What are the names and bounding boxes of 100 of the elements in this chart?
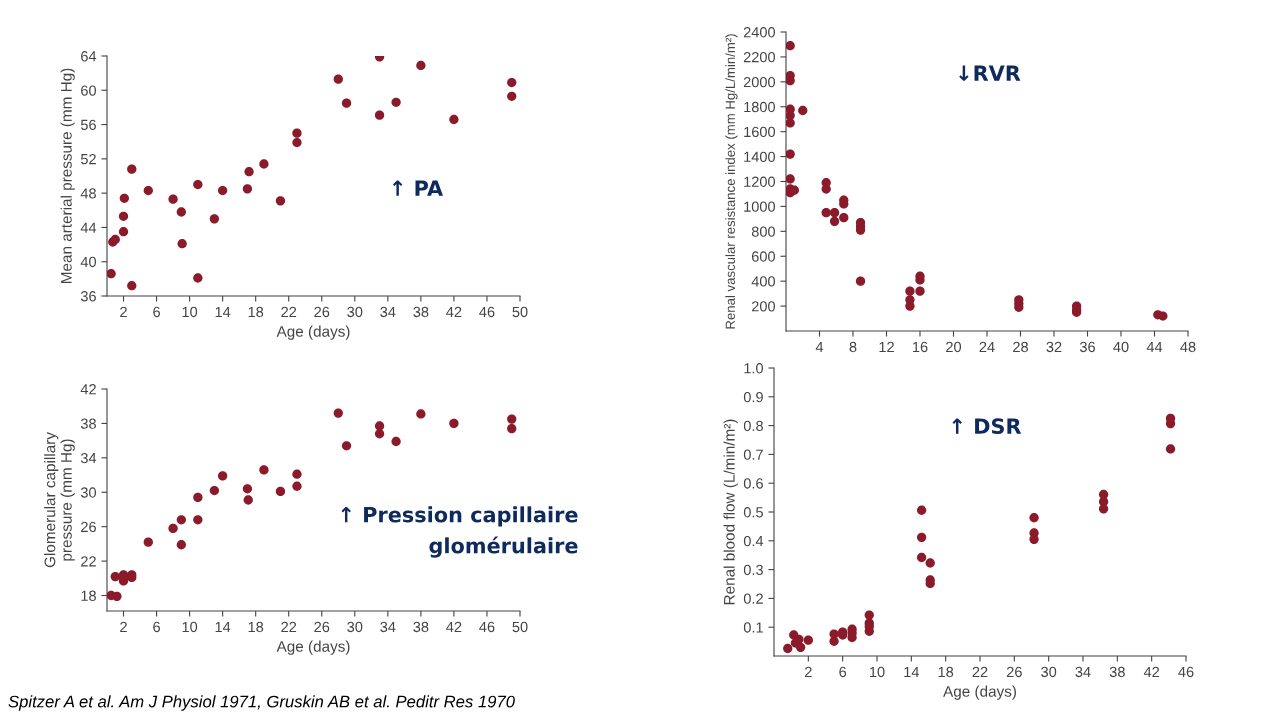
x-tick-label: 10 xyxy=(182,621,198,633)
point xyxy=(333,74,343,84)
point xyxy=(786,149,795,159)
point xyxy=(905,286,915,296)
point xyxy=(786,41,795,51)
point xyxy=(829,636,839,646)
x-tick-label: 50 xyxy=(512,306,528,318)
y-tick-label: 36 xyxy=(80,291,96,302)
point xyxy=(821,184,831,194)
annotation: ↑ Pression capillaire glomérulaire xyxy=(341,506,578,558)
point xyxy=(193,273,203,283)
annotation: ↓RVR xyxy=(959,65,1021,81)
x-tick-label: 42 xyxy=(446,306,462,317)
point xyxy=(217,471,228,481)
y-tick-label: 42 xyxy=(80,384,96,395)
y-tick-label: 52 xyxy=(80,153,96,165)
point xyxy=(107,269,116,279)
x-tick-label: 36 xyxy=(1079,341,1095,353)
point xyxy=(416,409,426,419)
x-tick-label: 38 xyxy=(1109,666,1125,678)
x-tick-label: 38 xyxy=(413,621,429,633)
point xyxy=(1029,513,1039,523)
y-tick-label: 64 xyxy=(81,51,97,62)
x-tick-label: 26 xyxy=(1006,666,1022,678)
x-tick-label: 34 xyxy=(380,621,396,633)
x-tick-label: 22 xyxy=(281,621,297,632)
x-tick-label: 44 xyxy=(1146,341,1163,352)
x-tick-label: 18 xyxy=(248,621,264,633)
y-tick-label: 400 xyxy=(751,276,776,287)
point xyxy=(449,114,459,125)
y-tick-label: 1800 xyxy=(744,101,776,113)
point xyxy=(829,216,840,227)
x-tick-label: 46 xyxy=(1178,666,1194,678)
point xyxy=(292,137,302,148)
point xyxy=(507,91,517,101)
point xyxy=(786,174,795,184)
point xyxy=(916,552,927,563)
x-tick-label: 2 xyxy=(120,621,127,632)
y-axis-title: Mean arterial pressure (mm Hg) xyxy=(60,68,75,283)
point xyxy=(193,179,203,190)
point xyxy=(821,207,831,218)
point xyxy=(925,558,935,568)
x-tick-label: 18 xyxy=(938,666,954,678)
point xyxy=(798,105,808,116)
y-axis-title: Glomerular capillary pressure (mm Hg) xyxy=(44,432,75,568)
point xyxy=(507,77,517,88)
x-tick-label: 42 xyxy=(446,621,462,632)
y-tick-label: 0.4 xyxy=(743,535,764,547)
y-tick-label: 0.6 xyxy=(743,478,763,489)
x-tick-label: 22 xyxy=(972,666,988,677)
x-tick-label: 30 xyxy=(347,306,363,318)
x-tick-label: 6 xyxy=(153,621,160,633)
point xyxy=(168,523,178,534)
x-tick-label: 34 xyxy=(1075,666,1091,678)
point xyxy=(855,276,866,286)
point xyxy=(176,515,186,525)
y-tick-label: 1400 xyxy=(744,151,776,163)
x-tick-label: 48 xyxy=(1180,341,1196,353)
point xyxy=(259,465,269,475)
point xyxy=(1158,311,1168,321)
point xyxy=(243,495,253,505)
x-tick-label: 26 xyxy=(314,306,330,318)
y-tick-label: 0.8 xyxy=(743,420,763,432)
x-tick-label: 50 xyxy=(512,621,528,633)
point xyxy=(1098,504,1109,514)
x-tick-label: 6 xyxy=(153,306,160,318)
y-tick-label: 40 xyxy=(80,256,97,268)
point xyxy=(292,481,302,491)
y-tick-label: 200 xyxy=(751,301,776,312)
point xyxy=(803,635,813,645)
point xyxy=(242,184,253,194)
point xyxy=(127,164,137,174)
point xyxy=(916,505,927,515)
point xyxy=(416,60,426,71)
y-tick-label: 600 xyxy=(751,251,776,262)
y-tick-label: 18 xyxy=(81,590,96,601)
y-tick-label: 22 xyxy=(81,556,96,567)
y-tick-label: 34 xyxy=(80,452,97,464)
point xyxy=(119,193,129,203)
x-tick-label: 10 xyxy=(182,306,198,318)
y-tick-label: 0.7 xyxy=(743,449,763,460)
y-tick-label: 26 xyxy=(81,521,96,533)
point xyxy=(176,540,186,550)
x-tick-label: 26 xyxy=(314,621,330,633)
point xyxy=(209,214,220,224)
point xyxy=(143,537,153,547)
point xyxy=(333,408,343,418)
point xyxy=(118,211,129,221)
point xyxy=(292,469,302,479)
text: Spitzer A et al. Am J Physiol 1971, Gruskin AB et al. Peditr Res 1970 xyxy=(8,695,515,711)
y-tick-label: 48 xyxy=(80,188,96,199)
x-tick-label: 46 xyxy=(479,306,495,318)
y-tick-label: 800 xyxy=(751,226,776,237)
point xyxy=(275,196,286,206)
point xyxy=(795,642,806,653)
x-tick-label: 34 xyxy=(380,306,396,318)
point xyxy=(341,98,352,108)
y-axis-title: Renal vascular resistance index (mm Hg/L/min/m²) xyxy=(725,34,738,329)
point xyxy=(374,429,385,439)
x-tick-label: 16 xyxy=(913,341,928,353)
